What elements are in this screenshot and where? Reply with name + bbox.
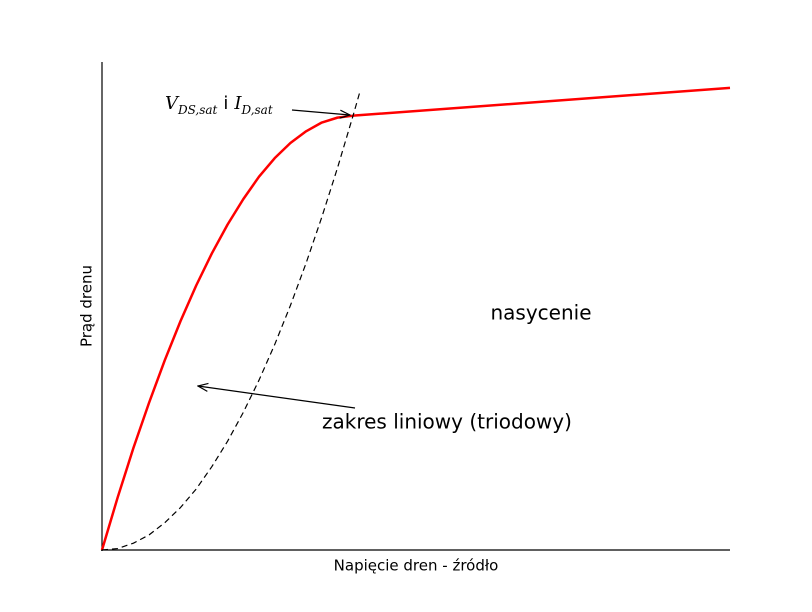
line xyxy=(100,86,731,551)
annotation-text: i xyxy=(223,93,228,114)
plot-area xyxy=(100,86,731,551)
annotation-arrow xyxy=(291,109,350,115)
annotation: nasycenie xyxy=(490,301,591,325)
annotation: VDS,sat i ID,sat xyxy=(165,93,273,117)
y-axis-label: Prąd drenu xyxy=(78,265,96,347)
annotation: zakres liniowy (triodowy) xyxy=(322,410,572,434)
annotation-arrow xyxy=(198,386,356,409)
line xyxy=(101,93,361,551)
math-symbol: I xyxy=(233,93,242,114)
math-subscript: DS,sat xyxy=(177,103,218,117)
math-symbol: V xyxy=(165,93,180,114)
math-subscript: D,sat xyxy=(241,103,273,117)
x-axis-label: Napięcie dren - źródło xyxy=(334,557,499,575)
